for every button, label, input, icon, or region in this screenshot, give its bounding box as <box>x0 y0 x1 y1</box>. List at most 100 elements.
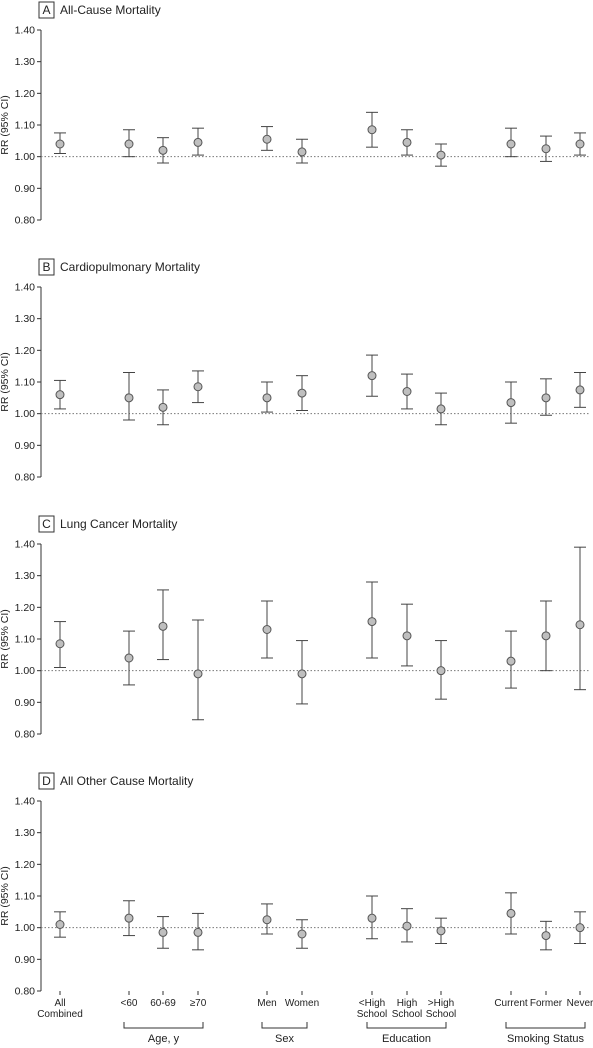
rr-point <box>506 908 516 918</box>
estimate-10 <box>540 378 552 416</box>
estimate-0 <box>54 911 66 938</box>
estimate-9 <box>505 630 517 689</box>
rr-point <box>297 388 307 398</box>
rr-point <box>575 385 585 395</box>
category-label: 60-69 <box>150 998 176 1009</box>
estimate-3 <box>192 370 204 404</box>
y-tick-label: 0.80 <box>15 729 36 741</box>
rr-point <box>367 125 377 135</box>
group-label: Sex <box>275 1033 294 1045</box>
rr-point <box>193 927 203 937</box>
y-tick-label: 0.80 <box>15 472 36 484</box>
estimate-10 <box>540 135 552 162</box>
y-tick-label: 1.00 <box>15 922 36 934</box>
rr-point <box>262 393 272 403</box>
category-label: Former <box>530 998 563 1009</box>
rr-point <box>506 656 516 666</box>
rr-point <box>367 617 377 627</box>
panel-title: All Other Cause Mortality <box>60 774 193 788</box>
estimate-1 <box>123 372 135 421</box>
group-label: Education <box>382 1033 431 1045</box>
group-bracket: Smoking Status <box>505 1022 586 1045</box>
y-tick-label: 1.10 <box>15 634 36 646</box>
category-label: Never <box>567 998 593 1009</box>
y-tick-label: 1.30 <box>15 570 36 582</box>
estimate-7 <box>401 129 413 156</box>
rr-point <box>193 382 203 392</box>
estimate-4 <box>261 600 273 659</box>
estimate-8 <box>435 917 447 944</box>
estimate-2 <box>157 137 169 164</box>
estimate-0 <box>54 132 66 154</box>
y-tick-label: 0.80 <box>15 986 36 998</box>
panel-letter: D <box>42 774 51 788</box>
panel-letter: A <box>42 3 50 17</box>
rr-point <box>367 913 377 923</box>
estimate-11 <box>574 911 586 944</box>
y-tick-label: 1.20 <box>15 88 36 100</box>
category-label: Men <box>257 998 276 1009</box>
y-tick-label: 1.40 <box>15 796 36 808</box>
bracket-line <box>505 1022 586 1029</box>
panel-letter-box <box>38 772 55 790</box>
rr-point <box>124 139 134 149</box>
panel-a: A All-Cause Mortality 0.80 0.90 1.00 1.10 1.20… <box>0 1 590 227</box>
group-bracket: Sex <box>261 1022 308 1045</box>
estimate-1 <box>123 129 135 158</box>
rr-point <box>124 653 134 663</box>
estimate-6 <box>366 895 378 940</box>
rr-point <box>402 631 412 641</box>
bracket-line <box>261 1022 308 1029</box>
rr-point <box>506 398 516 408</box>
estimate-10 <box>540 920 552 951</box>
x-axis-categories: All Combined <60 60-69 ≥70 Men Women <High Schoo… <box>37 991 593 1045</box>
y-tick-label: 1.20 <box>15 345 36 357</box>
group-bracket: Age, y <box>123 1022 204 1045</box>
group-bracket: Education <box>366 1022 447 1045</box>
estimate-4 <box>261 903 273 935</box>
estimate-5 <box>296 919 308 949</box>
estimate-7 <box>401 908 413 943</box>
estimate-9 <box>505 892 517 935</box>
rr-point <box>541 393 551 403</box>
estimate-5 <box>296 375 308 411</box>
estimate-10 <box>540 600 552 672</box>
rr-point <box>506 139 516 149</box>
y-tick-label: 1.00 <box>15 408 36 420</box>
y-tick-label: 1.40 <box>15 282 36 294</box>
rr-point <box>436 926 446 936</box>
y-tick-label: 0.90 <box>15 697 36 709</box>
rr-point <box>436 150 446 160</box>
estimate-1 <box>123 630 135 686</box>
rr-point <box>297 929 307 939</box>
y-tick-label: 1.10 <box>15 891 36 903</box>
rr-point <box>55 920 65 929</box>
estimate-2 <box>157 389 169 426</box>
category-label: >High School <box>426 998 457 1020</box>
rr-point <box>262 915 272 925</box>
estimate-1 <box>123 900 135 937</box>
estimate-9 <box>505 127 517 158</box>
rr-point <box>402 137 412 147</box>
rr-point <box>158 145 168 155</box>
rr-point <box>262 625 272 634</box>
rr-point <box>55 390 65 400</box>
rr-point <box>297 147 307 157</box>
estimate-8 <box>435 392 447 426</box>
y-axis-label: RR (95% CI) <box>0 95 11 155</box>
rr-point <box>541 631 551 641</box>
y-axis-label: RR (95% CI) <box>0 609 11 669</box>
group-label: Smoking Status <box>507 1033 585 1045</box>
group-label: Age, y <box>148 1033 180 1045</box>
estimate-4 <box>261 126 273 151</box>
rr-point <box>402 921 412 931</box>
rr-point <box>193 137 203 147</box>
y-tick-label: 1.20 <box>15 602 36 614</box>
rr-point <box>541 931 551 941</box>
y-tick-label: 0.90 <box>15 954 36 966</box>
estimate-6 <box>366 581 378 659</box>
rr-point <box>193 669 203 679</box>
y-axis-label: RR (95% CI) <box>0 866 11 926</box>
rr-point <box>575 620 585 630</box>
